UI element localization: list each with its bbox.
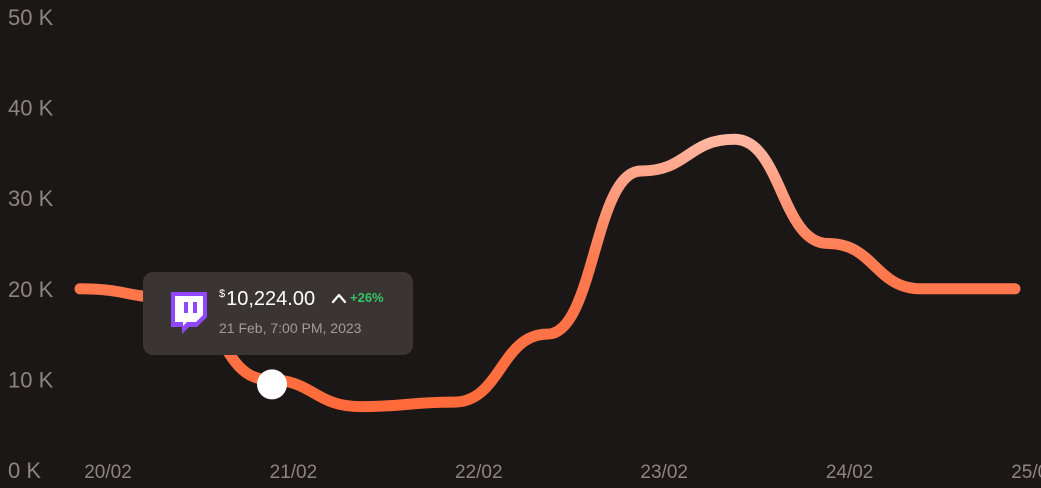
y-tick-label: 0 K bbox=[8, 458, 41, 483]
change-percent: +26% bbox=[350, 290, 384, 305]
chevron-up-icon bbox=[331, 293, 347, 303]
x-tick-label: 21/02 bbox=[270, 462, 318, 483]
y-tick-label: 20 K bbox=[8, 277, 54, 302]
x-tick-label: 23/02 bbox=[640, 462, 688, 483]
x-tick-label: 20/02 bbox=[84, 462, 132, 483]
y-tick-label: 10 K bbox=[8, 367, 54, 392]
y-axis: 0 K 10 K 20 K 30 K 40 K 50 K bbox=[8, 5, 54, 483]
tooltip: $10,224.00 +26% 21 Feb, 7:00 PM, 2023 bbox=[143, 272, 413, 355]
twitch-icon bbox=[171, 292, 207, 334]
x-tick-label: 22/02 bbox=[455, 462, 503, 483]
series-line bbox=[74, 133, 1021, 413]
y-tick-label: 30 K bbox=[8, 186, 54, 211]
y-tick-label: 40 K bbox=[8, 96, 54, 121]
price-amount: 10,224.00 bbox=[226, 288, 316, 310]
highlight-point[interactable] bbox=[257, 369, 287, 400]
x-tick-label: 24/02 bbox=[826, 462, 874, 483]
tooltip-price: $10,224.00 bbox=[219, 288, 315, 311]
x-axis: 20/02 21/02 22/02 23/02 24/02 25/02 bbox=[84, 462, 1041, 483]
tooltip-date: 21 Feb, 7:00 PM, 2023 bbox=[219, 320, 362, 336]
tooltip-change: +26% bbox=[331, 290, 384, 305]
x-tick-label: 25/02 bbox=[1011, 462, 1041, 483]
y-tick-label: 50 K bbox=[8, 5, 54, 30]
currency-symbol: $ bbox=[219, 288, 226, 300]
